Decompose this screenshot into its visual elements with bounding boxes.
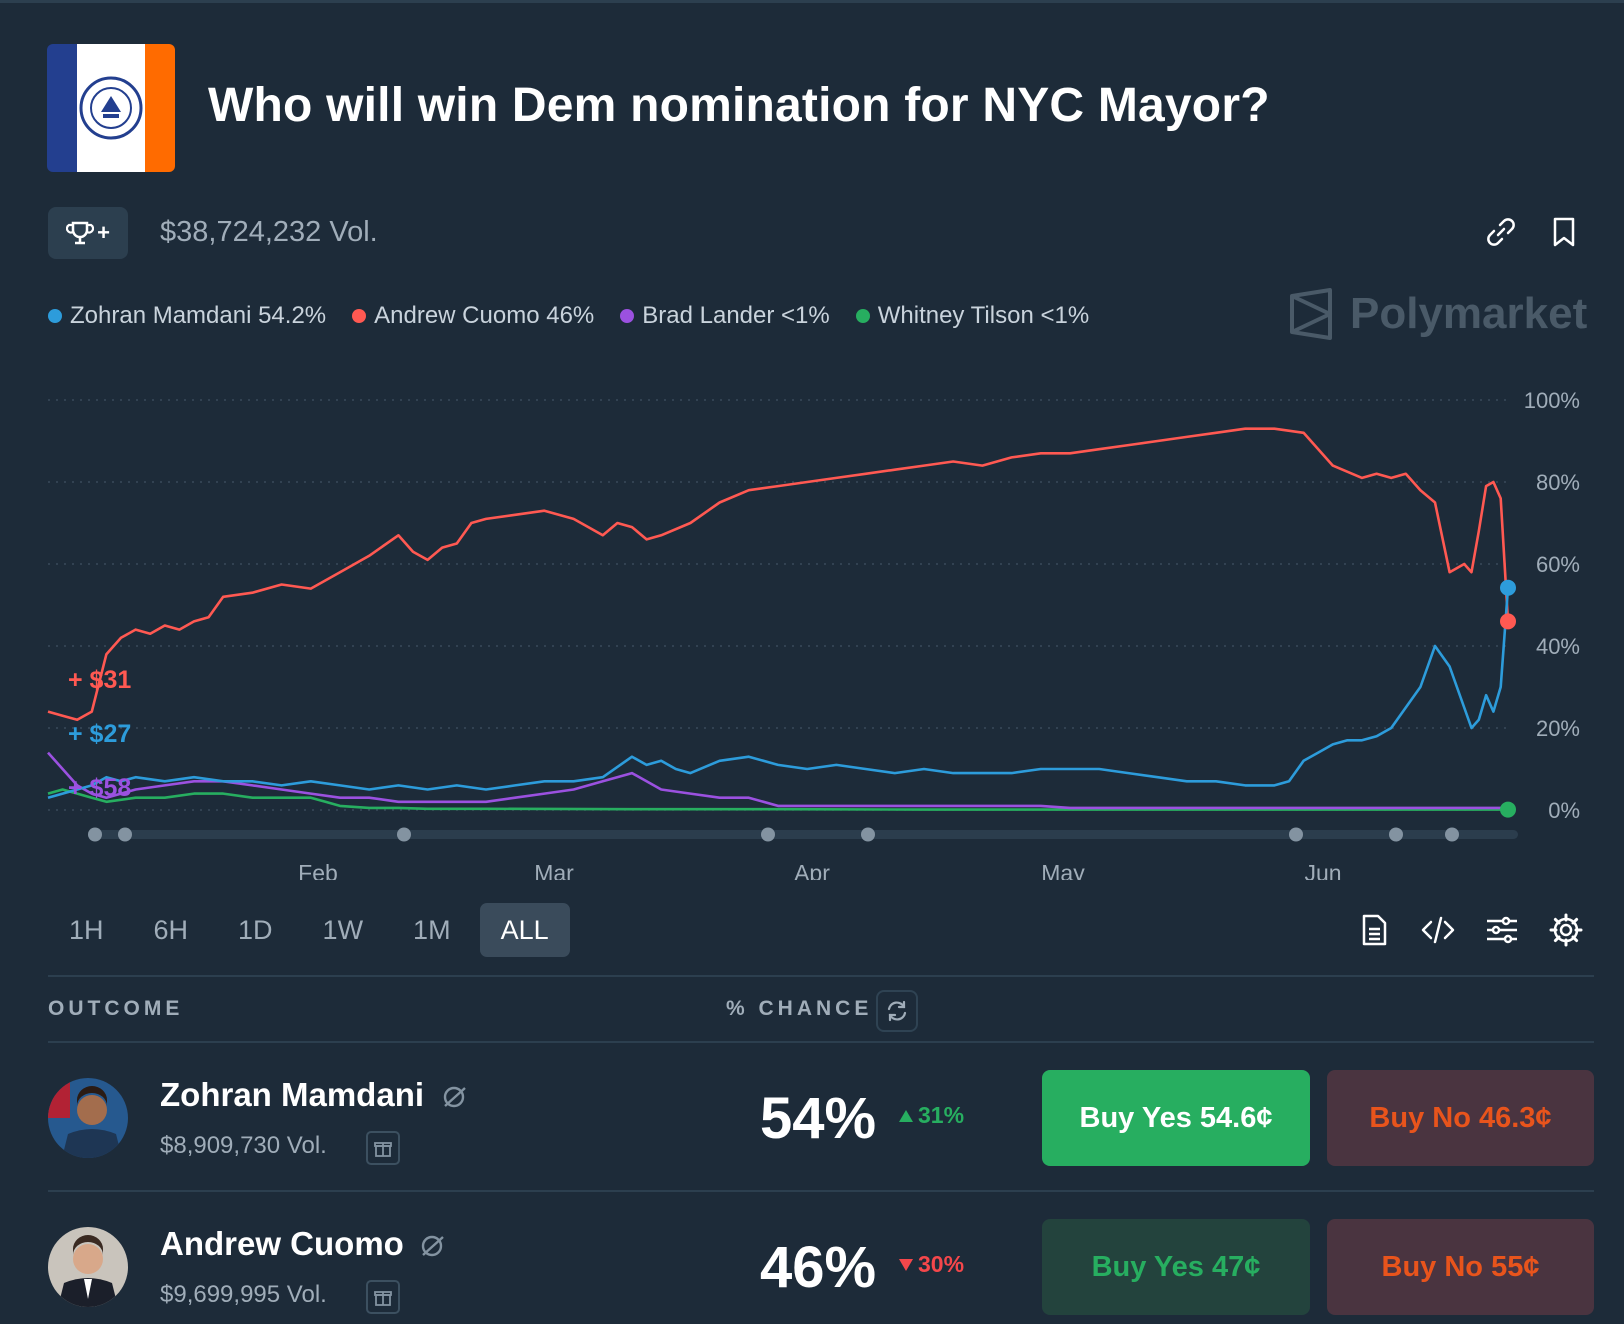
annotation-blue: + $27 xyxy=(68,720,131,748)
series-line-brad-lander xyxy=(47,751,1508,810)
outcome-name[interactable]: Andrew Cuomo xyxy=(160,1225,404,1262)
scrubber-marker[interactable] xyxy=(1445,827,1459,842)
document-icon[interactable] xyxy=(1356,912,1392,948)
y-tick-label: 60% xyxy=(1536,552,1580,577)
chance-change: 30% xyxy=(898,1251,964,1278)
city-seal-icon xyxy=(79,76,143,140)
code-embed-icon[interactable] xyxy=(1420,912,1456,948)
timeframe-1h[interactable]: 1H xyxy=(69,914,104,945)
refresh-icon xyxy=(887,1000,907,1022)
x-tick-label: Apr xyxy=(794,860,830,880)
annotation-purple: + $58 xyxy=(68,774,131,802)
outcome-chance: 54% xyxy=(760,1086,877,1151)
y-tick-label: 40% xyxy=(1536,634,1580,659)
scrubber-marker[interactable] xyxy=(1389,827,1403,842)
polymarket-watermark: Polymarket xyxy=(1288,288,1587,340)
trophy-plus: + xyxy=(97,220,110,245)
x-tick-label: Feb xyxy=(298,860,338,880)
end-point-zohran-mamdani xyxy=(1500,579,1516,596)
timeframe-1m[interactable]: 1M xyxy=(413,914,451,945)
legend-item-mamdani: Zohran Mamdani 54.2% xyxy=(48,302,326,330)
series-line-andrew-cuomo xyxy=(47,427,1510,722)
chance-column-header: % CHANCE xyxy=(726,997,873,1020)
sliders-icon[interactable] xyxy=(1484,912,1520,948)
bookmark-icon[interactable] xyxy=(1546,214,1582,250)
legend-item-cuomo: Andrew Cuomo 46% xyxy=(352,302,594,330)
legend-item-tilson: Whitney Tilson <1% xyxy=(855,302,1089,330)
timeframe-1d[interactable]: 1D xyxy=(238,914,273,945)
scrubber-marker[interactable] xyxy=(118,827,132,842)
outcome-chance: 46% xyxy=(760,1235,877,1300)
y-tick-label: 20% xyxy=(1536,716,1580,741)
avatar-cuomo xyxy=(48,1227,128,1307)
x-tick-label: Mar xyxy=(534,860,574,880)
timeframe-6h[interactable]: 6H xyxy=(153,914,189,945)
legend-item-lander: Brad Lander <1% xyxy=(620,302,830,330)
y-tick-label: 80% xyxy=(1536,470,1580,495)
outcome-column-header: OUTCOME xyxy=(48,997,184,1020)
refresh-button[interactable] xyxy=(876,990,918,1032)
no-symbol-icon xyxy=(443,1086,466,1108)
scrubber-marker[interactable] xyxy=(861,827,875,842)
y-tick-label: 0% xyxy=(1548,798,1580,823)
top-border xyxy=(0,0,1624,3)
settings-gear-icon[interactable] xyxy=(1548,912,1584,948)
link-icon[interactable] xyxy=(1483,214,1519,250)
buy-yes-button[interactable]: Buy Yes 47¢ xyxy=(1042,1219,1310,1315)
scrubber-marker[interactable] xyxy=(88,827,102,842)
end-point-andrew-cuomo xyxy=(1500,613,1516,630)
scrubber-marker[interactable] xyxy=(761,827,775,842)
outcome-volume: $9,699,995 Vol. xyxy=(160,1281,327,1308)
timeframe-1w[interactable]: 1W xyxy=(322,914,364,945)
divider xyxy=(48,1190,1594,1192)
buy-no-button[interactable]: Buy No 55¢ xyxy=(1327,1219,1594,1315)
chance-change: 31% xyxy=(898,1102,964,1129)
end-point-whitney-tilson xyxy=(1500,801,1516,818)
divider xyxy=(48,1041,1594,1043)
outcome-name[interactable]: Zohran Mamdani xyxy=(160,1076,425,1113)
x-tick-label: May xyxy=(1041,860,1085,880)
x-tick-label: Jun xyxy=(1304,860,1341,880)
total-volume: $38,724,232 Vol. xyxy=(160,216,378,248)
triangle-down-icon xyxy=(899,1258,913,1271)
avatar-mamdani xyxy=(48,1078,128,1158)
range-scrubber-track[interactable] xyxy=(88,830,1518,839)
gift-icon[interactable] xyxy=(366,1131,400,1165)
polymarket-logo-icon xyxy=(1290,288,1332,340)
page-title: Who will win Dem nomination for NYC Mayo… xyxy=(208,79,1270,132)
timeframe-all[interactable]: ALL xyxy=(479,903,570,957)
price-chart[interactable]: 100% 80% 60% 40% 20% 0% + $31 + $27 + $58 Feb Ma… xyxy=(0,370,1624,880)
buy-yes-button[interactable]: Buy Yes 54.6¢ xyxy=(1042,1070,1310,1166)
triangle-up-icon xyxy=(899,1109,913,1122)
series-line-whitney-tilson xyxy=(47,788,1508,811)
y-tick-label: 100% xyxy=(1524,388,1580,413)
chart-legend: Zohran Mamdani 54.2% Andrew Cuomo 46% Br… xyxy=(48,302,1089,330)
nyc-flag-logo xyxy=(47,44,175,172)
scrubber-marker[interactable] xyxy=(1289,827,1303,842)
annotation-red: + $31 xyxy=(68,666,131,694)
trophy-icon xyxy=(66,221,95,245)
divider xyxy=(48,975,1594,977)
scrubber-marker[interactable] xyxy=(397,827,411,842)
gift-icon[interactable] xyxy=(366,1280,400,1314)
series-line-zohran-mamdani xyxy=(47,587,1510,799)
trophy-button[interactable]: + xyxy=(48,207,128,259)
outcome-volume: $8,909,730 Vol. xyxy=(160,1132,327,1159)
no-symbol-icon xyxy=(421,1235,444,1257)
timeframe-selector: 1H 6H 1D 1W 1M ALL xyxy=(48,903,570,957)
buy-no-button[interactable]: Buy No 46.3¢ xyxy=(1327,1070,1594,1166)
